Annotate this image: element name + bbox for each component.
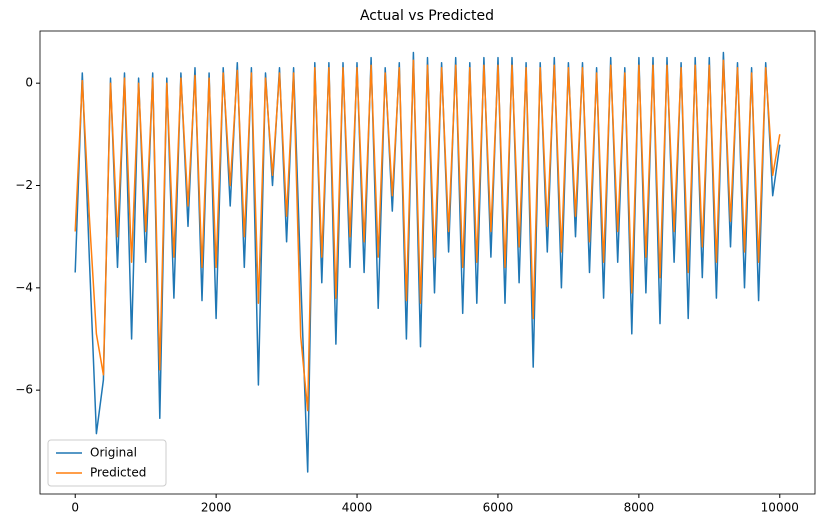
x-tick-label: 0 bbox=[71, 501, 79, 515]
series-line bbox=[74, 59, 781, 412]
y-tick-label: 0 bbox=[25, 76, 33, 90]
legend-label: Original bbox=[90, 446, 137, 460]
x-tick-label: 10000 bbox=[761, 501, 799, 515]
plot-frame bbox=[39, 30, 816, 495]
series-line bbox=[74, 51, 781, 473]
chart-title: Actual vs Predicted bbox=[360, 8, 494, 24]
x-tick-label: 4000 bbox=[342, 501, 373, 515]
legend-box bbox=[47, 439, 167, 487]
x-tick-label: 6000 bbox=[483, 501, 514, 515]
y-tick-label: −6 bbox=[15, 383, 33, 397]
y-tick-label: −4 bbox=[15, 280, 33, 294]
x-tick-label: 2000 bbox=[201, 501, 232, 515]
y-tick-label: −2 bbox=[15, 178, 33, 192]
legend-label: Predicted bbox=[90, 466, 146, 480]
x-tick-label: 8000 bbox=[624, 501, 655, 515]
